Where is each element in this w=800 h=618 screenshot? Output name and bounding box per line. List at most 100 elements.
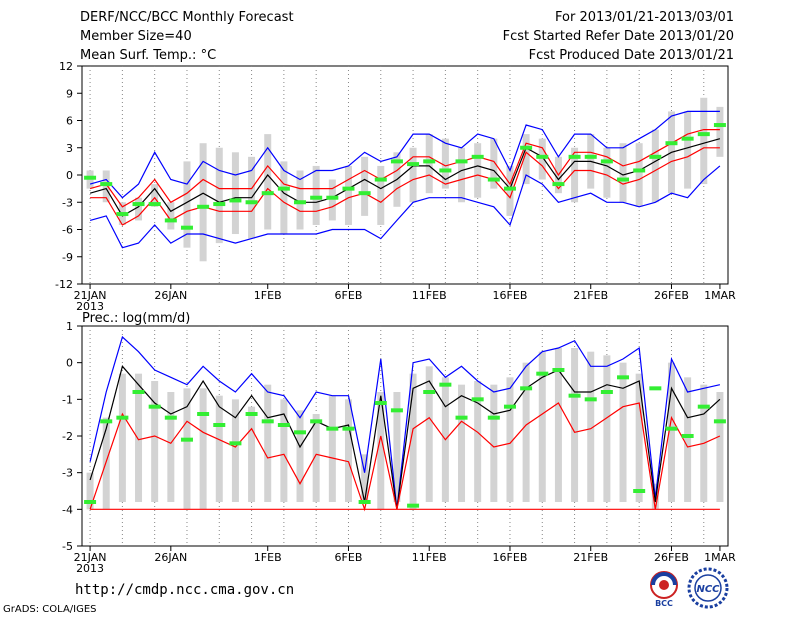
panel-1-ensemble-bar	[215, 147, 223, 244]
panel-1-line-mean	[89, 138, 721, 217]
panel-2-y-tick-label: 1	[66, 320, 73, 333]
fcst-produced-date: Fcst Produced Date 2013/01/21	[528, 48, 734, 63]
panel-1-obs-marker	[342, 186, 355, 191]
panel-2-x-tick-label: 21FEB	[573, 551, 608, 564]
panel-1-line-mean_upper	[89, 129, 720, 208]
panel-2-title: Prec.: log(mm/d)	[82, 311, 190, 326]
panel-2-obs-marker	[520, 386, 533, 391]
panel-1-ensemble-bar	[280, 161, 288, 235]
panel-1-obs-marker	[520, 145, 533, 150]
panel-1-ensemble-bar	[490, 138, 498, 189]
panel-2-ensemble-bar	[280, 399, 288, 502]
panel-2-ensemble-bar	[183, 388, 191, 510]
panel-1-obs-marker	[536, 154, 549, 159]
panel-2-obs-marker	[164, 415, 177, 420]
panel-1-obs-marker	[439, 168, 452, 173]
panel-2-obs-marker	[100, 419, 113, 424]
panel-1-ensemble-bar	[458, 147, 466, 203]
fcst-started-date: Fcst Started Refer Date 2013/01/20	[502, 29, 734, 44]
panel-1-obs-marker	[229, 198, 242, 203]
panel-1-x-tick-label: 1FEB	[254, 289, 282, 302]
panel-2-obs-marker	[536, 371, 549, 376]
panel-1-y-tick-label: 12	[59, 60, 73, 73]
panel-1-ensemble-bar	[571, 147, 579, 203]
panel-1-obs-marker	[100, 182, 113, 187]
panel-1-line-min	[89, 165, 721, 249]
panel-2-ensemble-bar	[603, 355, 611, 502]
panel-2-ensemble-bar	[312, 414, 320, 502]
panel-1-ensemble-bar	[344, 165, 352, 225]
panel-2-ensemble-bar	[231, 399, 239, 502]
panel-2-obs-marker	[423, 390, 436, 394]
panel-1-obs-marker	[277, 186, 290, 191]
panel-1-obs-marker	[568, 154, 581, 159]
panel-1-obs-marker	[164, 218, 177, 223]
panel-1-year-label: 2013	[76, 300, 104, 313]
panel-1-ensemble-bar	[522, 134, 530, 185]
panel-2-ensemble-bar	[393, 392, 401, 502]
panel-1-y-tick-label: 9	[66, 87, 73, 100]
panel-2-ensemble-bar	[102, 417, 110, 510]
panel-2-y-tick-label: -3	[62, 467, 73, 480]
panel-1-x-tick-label: 16FEB	[493, 289, 528, 302]
panel-1-ensemble-bar	[151, 184, 159, 207]
panel-1-obs-marker	[487, 177, 500, 182]
panel-1-y-tick-label: 3	[66, 142, 73, 155]
panel-1-y-tick-label: -3	[62, 196, 73, 209]
panel-1-ensemble-bar	[264, 134, 272, 230]
panel-2-obs-marker	[261, 419, 274, 424]
panel-1-ensemble-bar	[619, 143, 627, 203]
panel-2-obs-marker	[390, 408, 403, 413]
panel-1-obs-marker	[261, 191, 274, 196]
panel-1-obs-marker	[84, 175, 97, 180]
panel-1-ensemble-bar	[167, 202, 175, 230]
panel-1-obs-marker	[503, 186, 516, 191]
panel-2-ensemble-bar	[264, 384, 272, 502]
panel-2-obs-marker	[213, 423, 226, 427]
panel-1-obs-marker	[180, 225, 193, 230]
panel-2-obs-marker	[617, 375, 630, 380]
panel-2-year-label: 2013	[76, 562, 104, 575]
panel-2-obs-marker	[649, 386, 662, 391]
bcc-logo-text: BCC	[655, 599, 673, 608]
panel-2-ensemble-bar	[619, 362, 627, 502]
panel-2-obs-marker	[148, 404, 161, 409]
panel-1-obs-marker	[633, 168, 646, 173]
panel-2-obs-marker	[681, 434, 694, 438]
panel-2-ensemble-bar	[571, 348, 579, 502]
panel-1-ensemble-bar	[635, 143, 643, 207]
panel-1-ensemble-bar	[603, 147, 611, 198]
panel-1-ensemble-bar	[102, 170, 110, 203]
panel-1-obs-marker	[148, 202, 161, 207]
panel-1-obs-marker	[713, 123, 726, 128]
panel-1-obs-marker	[665, 141, 678, 146]
panel-2-obs-marker	[633, 489, 646, 493]
panel-2-x-tick-label: 16FEB	[493, 551, 528, 564]
panel-2-obs-marker	[294, 430, 307, 435]
panel-2-ensemble-bar	[344, 399, 352, 502]
panel-2-ensemble-bar	[86, 472, 94, 510]
ncc-logo: NCC	[687, 567, 729, 609]
panel-2-obs-marker	[471, 397, 484, 402]
panel-1-ensemble-bar	[312, 165, 320, 225]
source-url[interactable]: http://cmdp.ncc.cma.gov.cn	[75, 582, 295, 598]
panel-2-ensemble-bar	[361, 454, 369, 502]
panel-1-obs-marker	[245, 200, 258, 205]
panel-2-y-tick-label: -4	[62, 503, 73, 516]
panel-2-ensemble-bar	[554, 348, 562, 502]
panel-2-obs-marker	[697, 404, 710, 409]
panel-2-obs-marker	[552, 368, 565, 372]
panel-1-obs-marker	[374, 177, 387, 182]
panel-2-obs-marker	[713, 419, 726, 424]
panel-2-ensemble-bar	[684, 377, 692, 502]
panel-1-x-tick-label: 6FEB	[335, 289, 363, 302]
panel-2-ensemble-bar	[151, 381, 159, 502]
panel-1-obs-marker	[390, 159, 403, 164]
panel-2-x-tick-label: 6FEB	[335, 551, 363, 564]
panel-2-obs-marker	[600, 390, 613, 394]
panel-1-y-tick-label: 0	[66, 169, 73, 182]
panel-2-obs-marker	[487, 415, 500, 420]
panel-1-line-max	[89, 110, 720, 199]
panel-1-obs-marker	[358, 191, 371, 196]
panel-2-ensemble-bar	[135, 373, 143, 502]
